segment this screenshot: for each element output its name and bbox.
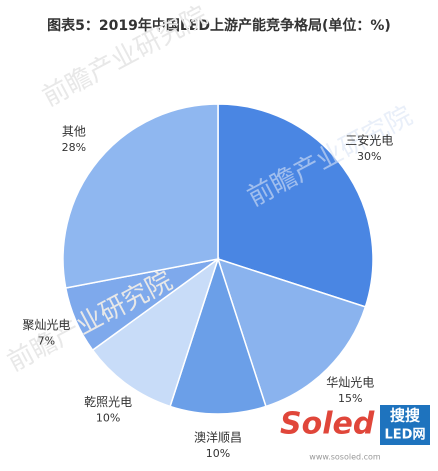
slice-label: 澳洋顺昌 (194, 430, 242, 445)
pie-slice (169, 256, 267, 415)
logo-text: Soled (280, 407, 375, 442)
slice-label: 华灿光电 (326, 376, 374, 390)
value-label: 7% (38, 334, 55, 347)
pie-slice (216, 257, 367, 408)
logo-url: www.sosoled.com (309, 453, 381, 462)
value-label: 30% (357, 150, 381, 163)
value-label: 10% (96, 411, 120, 424)
pie (62, 103, 374, 415)
logo-text: 搜搜 (390, 407, 421, 425)
pie-slice (62, 103, 219, 289)
slice-label: 三安光电 (345, 133, 393, 148)
pie-slice (217, 103, 374, 308)
logo-box (380, 405, 430, 445)
value-label: 15% (338, 392, 362, 405)
value-label: 28% (62, 141, 86, 154)
logo-text: LED网 (385, 428, 426, 443)
slice-label: 聚灿光电 (22, 318, 70, 332)
slice-label: 乾照光电 (84, 395, 132, 409)
pie-slice (91, 257, 220, 408)
value-label: 10% (206, 447, 230, 460)
slice-label: 其他 (62, 124, 86, 138)
chart-title: 图表5：2019年中国LED上游产能竞争格局(单位：%) (47, 17, 391, 34)
